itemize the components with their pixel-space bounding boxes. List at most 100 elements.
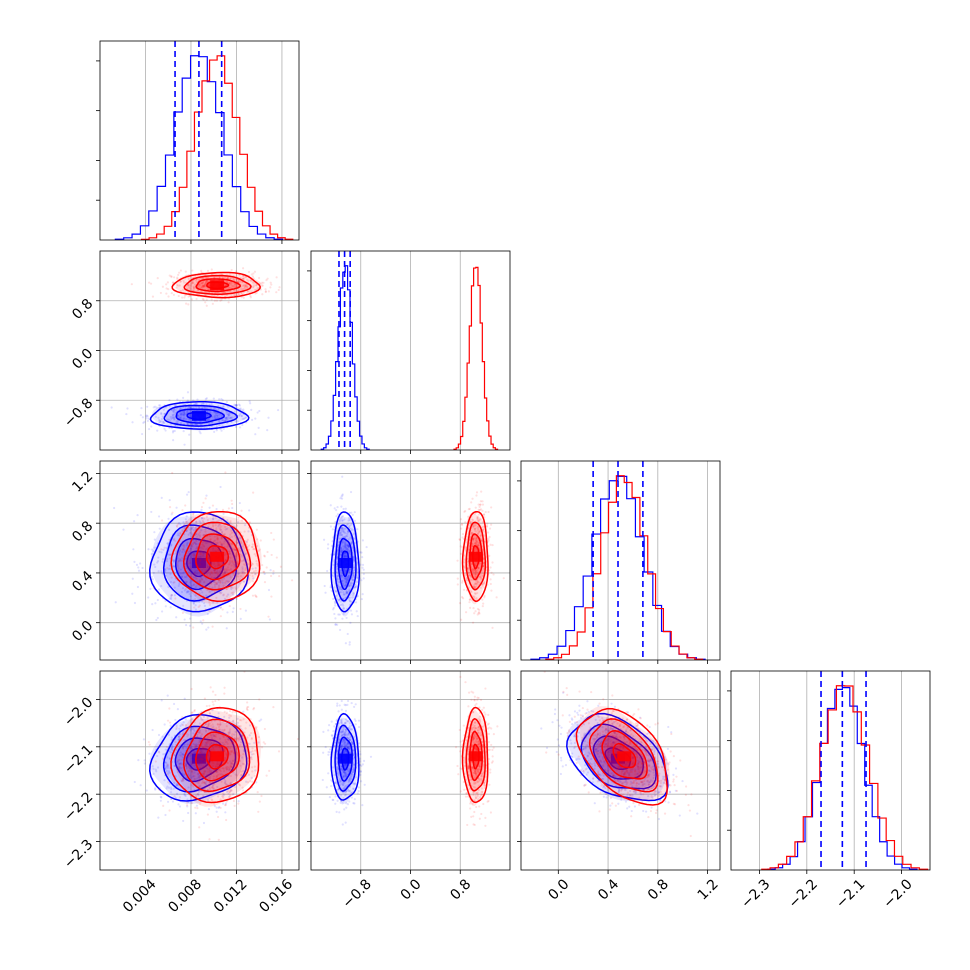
scatter-point	[158, 404, 161, 407]
scatter-point	[197, 772, 200, 775]
scatter-point	[173, 764, 176, 768]
scatter-point	[203, 581, 206, 584]
scatter-point	[456, 577, 459, 580]
scatter-point	[231, 548, 234, 552]
scatter-point	[338, 520, 341, 523]
scatter-point	[346, 548, 349, 551]
scatter-point	[186, 743, 189, 746]
scatter-point	[177, 273, 180, 276]
scatter-point	[237, 802, 240, 805]
scatter-point	[336, 578, 340, 581]
scatter-point	[229, 782, 232, 785]
scatter-point	[165, 766, 168, 769]
scatter-point	[245, 746, 248, 750]
scatter-point	[198, 578, 201, 581]
scatter-point	[159, 799, 162, 802]
scatter-point	[489, 578, 492, 581]
scatter-point	[239, 548, 242, 551]
scatter-point	[495, 596, 498, 599]
scatter-point	[205, 741, 208, 744]
scatter-point	[205, 403, 208, 406]
scatter-point	[239, 581, 242, 585]
scatter-point	[340, 526, 344, 529]
scatter-point	[167, 786, 171, 789]
scatter-point	[234, 737, 237, 741]
scatter-point	[234, 403, 237, 407]
scatter-point	[216, 773, 220, 776]
scatter-point	[239, 550, 242, 553]
scatter-point	[345, 577, 348, 580]
scatter-point	[161, 560, 164, 563]
scatter-point	[350, 584, 353, 587]
scatter-point	[188, 550, 192, 553]
scatter-point	[182, 410, 186, 413]
scatter-point	[223, 686, 226, 689]
scatter-point	[188, 294, 191, 297]
scatter-point	[239, 784, 242, 787]
scatter-point	[342, 612, 345, 616]
scatter-point	[195, 547, 198, 550]
scatter-point	[340, 497, 344, 500]
scatter-point	[168, 274, 171, 277]
scatter-point	[188, 561, 192, 564]
contour-series-0	[174, 737, 224, 783]
scatter-point	[352, 532, 355, 535]
scatter-point	[354, 541, 357, 545]
scatter-point	[236, 541, 239, 545]
scatter-point	[221, 398, 224, 402]
scatter-point	[240, 770, 243, 773]
scatter-point	[166, 542, 169, 545]
scatter-point	[348, 583, 352, 586]
scatter-point	[214, 412, 217, 415]
scatter-point	[476, 515, 479, 519]
scatter-point	[162, 421, 166, 425]
scatter-point	[261, 293, 264, 296]
scatter-point	[241, 756, 244, 759]
scatter-point	[351, 528, 354, 531]
scatter-point	[169, 786, 173, 789]
scatter-point	[210, 528, 213, 532]
scatter-point	[246, 568, 249, 571]
scatter-point	[220, 397, 223, 401]
scatter-point	[339, 591, 343, 594]
scatter-point	[192, 288, 195, 291]
scatter-point	[190, 687, 193, 691]
scatter-point	[490, 571, 493, 574]
scatter-point	[203, 545, 206, 548]
scatter-point	[361, 539, 364, 542]
scatter-point	[241, 417, 244, 420]
scatter-point	[207, 526, 210, 530]
scatter-point	[229, 521, 232, 524]
scatter-point	[189, 547, 192, 551]
scatter-point	[192, 285, 195, 288]
scatter-point	[226, 761, 230, 765]
scatter-point	[165, 769, 168, 772]
scatter-point	[209, 406, 212, 410]
scatter-point	[192, 751, 196, 755]
scatter-point	[188, 406, 191, 409]
scatter-point	[476, 526, 479, 529]
scatter-point	[243, 731, 246, 734]
scatter-point	[182, 544, 185, 547]
scatter-point	[226, 738, 230, 741]
scatter-point	[186, 801, 189, 804]
scatter-point	[173, 753, 176, 757]
scatter-point	[204, 280, 208, 283]
scatter-point	[344, 548, 348, 552]
scatter-point	[347, 519, 350, 522]
scatter-point	[272, 572, 275, 575]
scatter-point	[337, 544, 340, 547]
scatter-point	[153, 538, 156, 541]
scatter-point	[166, 557, 169, 561]
scatter-point	[475, 539, 478, 543]
scatter-point	[331, 540, 334, 543]
scatter-point	[211, 528, 215, 531]
scatter-point	[187, 533, 190, 536]
scatter-point	[187, 786, 190, 789]
scatter-point	[224, 740, 227, 743]
scatter-point	[266, 550, 269, 554]
scatter-point	[362, 577, 365, 580]
panel-3-0	[96, 670, 300, 874]
scatter-point	[177, 766, 181, 769]
scatter-point	[278, 286, 281, 289]
